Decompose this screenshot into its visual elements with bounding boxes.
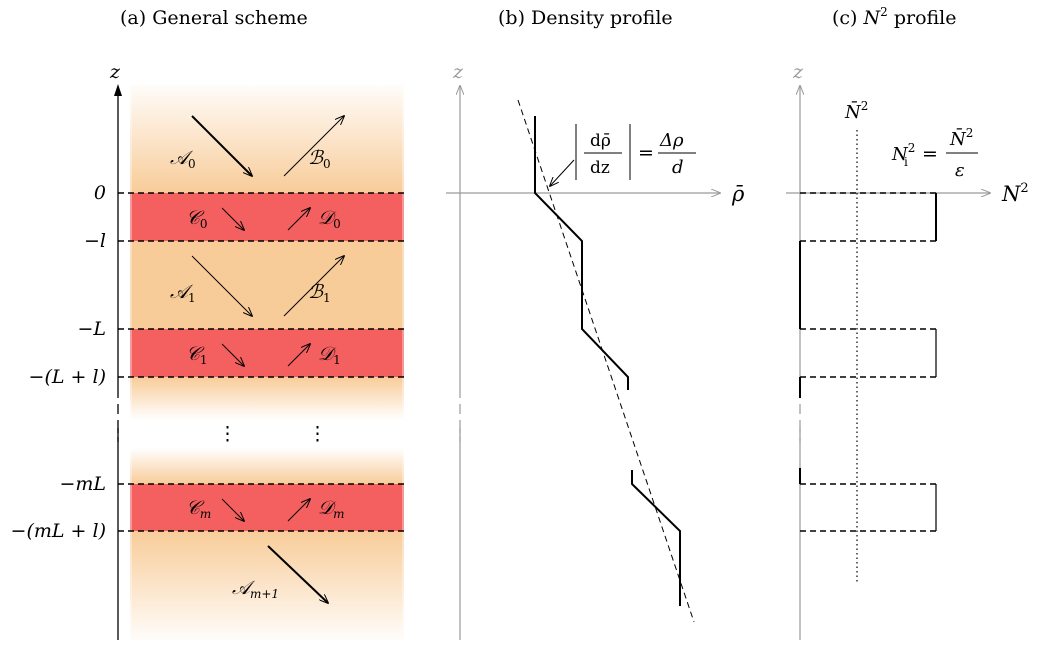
panel-a-axis-label: z (109, 61, 121, 83)
arrow-c1 (221, 343, 244, 366)
layer-orange-1 (130, 241, 404, 329)
dots-left: ⋮ (218, 423, 237, 445)
panel-a-layers (126, 85, 408, 640)
panel-b-title: (b) Density profile (498, 7, 673, 29)
n2-profile (799, 193, 937, 531)
arrow-dm (287, 499, 310, 522)
panel-a-arrows (191, 115, 344, 603)
mean-density-line (517, 99, 695, 623)
density-staircase (534, 116, 681, 606)
ni-eq: = (922, 143, 938, 165)
arrow-am1 (267, 545, 328, 603)
label-dm: 𝒟m (318, 497, 345, 521)
layer-bottom-orange (130, 531, 404, 640)
tick-minus-mL-plus-l: −(mL + l) (11, 520, 106, 542)
arrow-d1 (287, 344, 310, 367)
tick-minus-L-plus-l: −(L + l) (29, 366, 106, 388)
layer-orange-fade-down (130, 377, 404, 420)
panel-a-interfaces (118, 192, 404, 532)
arrow-a0 (191, 115, 252, 176)
label-d1: 𝒟1 (318, 343, 341, 367)
tick-labels: 0 −l −L −(L + l) −mL −(mL + l) (11, 182, 106, 542)
tick-minus-L: −L (77, 318, 106, 340)
arrow-d0 (287, 208, 310, 231)
slope-label: dρ̄ dz = Δρ d (575, 124, 696, 180)
arrow-c0 (221, 207, 244, 230)
label-b1: ℬ1 (308, 281, 331, 305)
layer-top-orange (130, 85, 404, 193)
tick-minus-mL: −mL (59, 473, 106, 495)
layer-orange-fade-up (130, 448, 404, 484)
slope-num: dρ̄ (590, 131, 611, 151)
arrow-a1 (191, 255, 252, 316)
ni-num: N̄2 (949, 126, 973, 150)
slope-rhs-den: d (672, 157, 684, 178)
layer-red-0 (130, 193, 404, 241)
panel-b-axes (446, 86, 720, 640)
label-d0: 𝒟0 (318, 207, 341, 231)
label-b0: ℬ0 (308, 147, 331, 171)
tick-0: 0 (94, 182, 106, 204)
n2-dashed-edges (800, 192, 936, 532)
layer-red-m (130, 484, 404, 531)
ni-label: N2 i = N̄2 ε (891, 126, 978, 181)
layer-red-1 (130, 329, 404, 377)
tick-minus-l: −l (84, 230, 106, 252)
slope-rhs-num: Δρ (659, 130, 684, 151)
nbar-label: N̄2 (844, 99, 868, 123)
slope-eq: = (638, 142, 654, 164)
panel-a-z-axis (114, 84, 122, 640)
panel-c-axis-label: z (792, 61, 804, 83)
dots-right: ⋮ (308, 423, 327, 445)
panel-c-title: (c) N2 profile (832, 5, 957, 29)
ni-den: ε (955, 160, 965, 181)
ni-sub: i (904, 155, 908, 169)
arrow-cm (221, 498, 244, 521)
ni-lhs: N2 (891, 141, 915, 165)
slope-pointer (550, 159, 575, 186)
slope-den: dz (590, 158, 610, 178)
panel-a-title: (a) General scheme (120, 7, 308, 29)
panel-c-x-axis-label: N2 (1001, 181, 1029, 206)
panel-b-x-axis-label: ρ̄ (731, 182, 745, 206)
arrow-b1 (283, 256, 344, 317)
panel-b-axis-label: z (452, 61, 464, 83)
arrow-b0 (283, 116, 344, 177)
